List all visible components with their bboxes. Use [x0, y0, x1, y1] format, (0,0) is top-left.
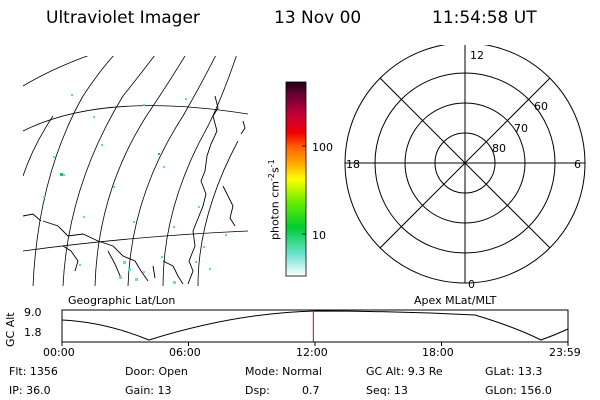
polar-label-dusk: 18 [346, 158, 360, 171]
colorbar-unit-label: photon cm-2s-1 [267, 159, 282, 240]
ip-status: IP: 36.0 [9, 384, 51, 397]
polar-lat-label-80: 80 [492, 142, 506, 155]
color-bar-scale [285, 81, 307, 277]
polar-label-dawn: 6 [574, 158, 581, 171]
glat-status: GLat: 13.3 [485, 365, 543, 378]
coastlines [23, 95, 246, 285]
flight-status: Flt: 1356 [9, 365, 58, 378]
polar-mlt-plot: 12 0 18 6 60 70 80 [344, 45, 586, 290]
orbit-xtick-0000: 00:00 [43, 346, 75, 359]
latitude-arcs [23, 56, 248, 252]
color-bar [285, 81, 307, 277]
colorbar-tick-label-10: 10 [312, 229, 326, 242]
polar-label-noon: 12 [470, 49, 484, 62]
instrument-title: Ultraviolet Imager [46, 8, 200, 28]
orbit-altitude-curve [61, 310, 569, 341]
polar-lat-label-70: 70 [514, 122, 528, 135]
orbit-ytick-top: 9.0 [24, 306, 42, 319]
orbit-xtick-0600: 06:00 [169, 346, 201, 359]
orbit-frame [61, 309, 569, 343]
door-status: Door: Open [125, 365, 188, 378]
orbit-xtick-1200: 12:00 [296, 346, 328, 359]
longitude-arcs [23, 56, 239, 286]
apex-caption: Apex MLat/MLT [414, 294, 497, 307]
orbit-altitude-plot [61, 309, 569, 346]
dsp-value: 0.7 [302, 384, 320, 397]
colorbar-tick-label-100: 100 [312, 141, 333, 154]
geographic-map [23, 56, 248, 286]
glon-status: GLon: 156.0 [485, 384, 552, 397]
mode-status: Mode: Normal [245, 365, 322, 378]
date-label: 13 Nov 00 [274, 8, 362, 28]
sequence-status: Seq: 13 [366, 384, 408, 397]
aurora-pixels [43, 94, 227, 284]
polar-label-midnight: 0 [468, 278, 475, 290]
geographic-caption: Geographic Lat/Lon [68, 294, 176, 307]
orbit-ylabel: GC Alt [4, 312, 17, 347]
polar-lat-label-60: 60 [534, 100, 548, 113]
orbit-ytick-bottom: 1.8 [24, 326, 42, 339]
bright-pixels [60, 153, 160, 176]
gain-status: Gain: 13 [125, 384, 172, 397]
orbit-xtick-2359: 23:59 [549, 346, 581, 359]
polar-diagonal-2 [379, 77, 551, 249]
orbit-xtick-1800: 18:00 [422, 346, 454, 359]
time-label: 11:54:58 UT [432, 8, 537, 28]
gc-alt-status: GC Alt: 9.3 Re [366, 365, 443, 378]
dsp-label: Dsp: [245, 384, 270, 397]
